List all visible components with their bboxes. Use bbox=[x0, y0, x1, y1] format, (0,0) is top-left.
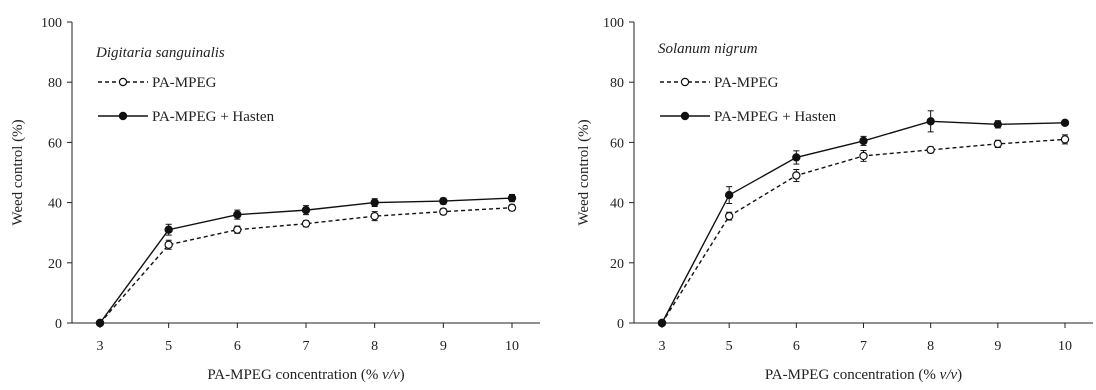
y-tick-label: 0 bbox=[55, 317, 62, 332]
x-axis-title-part: PA-MPEG concentration (% bbox=[207, 367, 382, 383]
y-tick-label: 0 bbox=[617, 317, 624, 332]
data-point bbox=[724, 190, 734, 200]
x-axis-title-part: v/v bbox=[940, 367, 958, 383]
x-tick-label: 9 bbox=[994, 339, 1001, 354]
x-axis-title-part: ) bbox=[400, 367, 405, 383]
x-tick-label: 5 bbox=[726, 339, 733, 354]
series-line bbox=[661, 138, 1066, 324]
x-tick-label: 7 bbox=[303, 339, 310, 354]
series-1 bbox=[95, 203, 517, 328]
series-line bbox=[99, 197, 513, 324]
y-tick-label: 100 bbox=[603, 16, 624, 31]
series-2 bbox=[657, 110, 1070, 328]
x-tick-label: 6 bbox=[793, 339, 800, 354]
x-axis-title: PA-MPEG concentration (% v/v) bbox=[207, 367, 404, 383]
x-tick-label: 9 bbox=[440, 339, 447, 354]
y-tick-label: 60 bbox=[48, 136, 62, 151]
y-tick-label: 100 bbox=[41, 16, 62, 31]
data-point bbox=[301, 219, 311, 228]
x-tick-label: 10 bbox=[1058, 339, 1072, 354]
legend-marker bbox=[680, 77, 690, 87]
legend-label: PA-MPEG + Hasten bbox=[152, 109, 275, 125]
x-tick-label: 3 bbox=[97, 339, 104, 354]
x-tick-label: 3 bbox=[659, 339, 666, 354]
x-axis-title: PA-MPEG concentration (% v/v) bbox=[765, 367, 962, 383]
y-axis-title: Weed control (%) bbox=[10, 119, 26, 225]
y-axis-title: Weed control (%) bbox=[576, 119, 592, 225]
data-point bbox=[724, 211, 734, 221]
data-point bbox=[439, 196, 448, 206]
y-tick-label: 80 bbox=[610, 76, 624, 91]
data-point bbox=[164, 225, 173, 234]
data-point bbox=[507, 193, 517, 203]
y-tick-label: 40 bbox=[48, 197, 62, 212]
data-point bbox=[95, 318, 105, 328]
data-point bbox=[233, 210, 242, 219]
x-tick-label: 7 bbox=[860, 339, 867, 354]
data-point bbox=[164, 240, 173, 249]
species-annotation: Digitaria sanguinalis bbox=[95, 45, 225, 61]
x-tick-label: 8 bbox=[927, 339, 934, 354]
x-tick-label: 10 bbox=[505, 339, 519, 354]
y-tick-label: 40 bbox=[610, 197, 624, 212]
y-tick-label: 60 bbox=[610, 136, 624, 151]
x-axis-title-part: ) bbox=[957, 367, 962, 383]
data-point bbox=[792, 171, 801, 180]
legend-marker bbox=[118, 111, 128, 121]
data-point bbox=[993, 120, 1003, 129]
species-annotation: Solanum nigrum bbox=[658, 41, 758, 57]
legend-marker bbox=[680, 111, 690, 121]
series-2 bbox=[95, 193, 517, 328]
data-point bbox=[301, 205, 311, 215]
x-axis-title-part: v/v bbox=[382, 367, 400, 383]
data-point bbox=[926, 117, 935, 126]
x-tick-label: 5 bbox=[165, 339, 172, 354]
legend-label: PA-MPEG + Hasten bbox=[714, 109, 837, 125]
x-tick-label: 6 bbox=[234, 339, 241, 354]
series-1 bbox=[657, 134, 1070, 328]
legend-marker bbox=[118, 77, 128, 87]
legend-label: PA-MPEG bbox=[152, 75, 217, 91]
data-point bbox=[926, 145, 935, 155]
data-point bbox=[233, 225, 242, 234]
data-point bbox=[993, 139, 1003, 149]
y-tick-label: 80 bbox=[48, 76, 62, 91]
data-point bbox=[370, 198, 379, 207]
data-point bbox=[370, 211, 379, 221]
chart-panel-1: 0 20 40 60 80 100 3 5 6 7 8 9 10 PA-MPEG concentratio… bbox=[10, 16, 540, 383]
data-point bbox=[507, 203, 517, 212]
legend-label: PA-MPEG bbox=[714, 75, 779, 91]
data-point bbox=[1060, 135, 1070, 144]
data-point bbox=[859, 136, 868, 146]
y-tick-label: 20 bbox=[610, 257, 624, 272]
data-point bbox=[657, 318, 667, 328]
x-axis-title-part: PA-MPEG concentration (% bbox=[765, 367, 940, 383]
data-point bbox=[792, 153, 801, 162]
y-tick-label: 20 bbox=[48, 257, 62, 272]
x-tick-label: 8 bbox=[371, 339, 378, 354]
data-point bbox=[439, 207, 448, 216]
data-point bbox=[859, 151, 868, 161]
chart-panel-2: 0 20 40 60 80 100 3 5 6 7 8 9 10 PA-MPEG concentratio… bbox=[576, 16, 1093, 383]
data-point bbox=[1060, 118, 1070, 128]
